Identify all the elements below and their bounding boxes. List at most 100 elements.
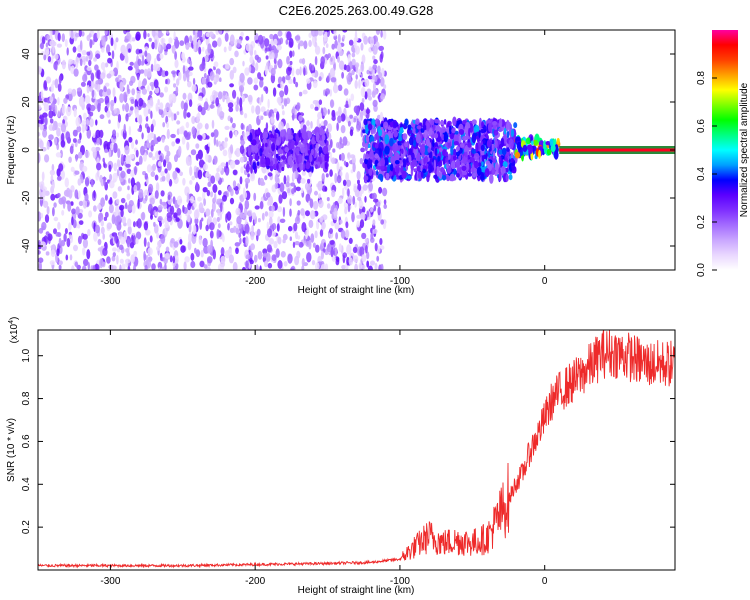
spectrogram-cell (308, 239, 312, 250)
spectrogram-cell (467, 142, 472, 148)
spectrogram-cell (347, 188, 350, 197)
spectrogram-cell (265, 157, 271, 167)
spectrogram-cell (433, 132, 439, 139)
spectrogram-cell (165, 246, 170, 253)
spectrogram-cell (173, 31, 176, 40)
spectrogram-cell (240, 31, 244, 37)
spectrogram-cell (183, 102, 188, 112)
spectrogram-cell (286, 56, 290, 65)
spectrogram-cell (87, 229, 91, 237)
spectrogram-cell (363, 175, 369, 181)
spectrogram-cell (125, 113, 129, 122)
spectrogram-cell (244, 67, 250, 76)
spectrogram-cell (185, 121, 190, 129)
spectrogram-cell (191, 234, 197, 245)
spectrogram-cell (86, 51, 91, 56)
spectrogram-cell (128, 136, 133, 143)
spectrogram-cell (438, 170, 443, 180)
spectrogram-cell (43, 200, 49, 208)
spectrogram-cell (199, 63, 205, 72)
spectrogram-cell (392, 167, 395, 177)
spectrogram-cell (274, 173, 279, 183)
spectrogram-cell (194, 247, 197, 254)
spectrogram-cell (374, 153, 379, 159)
spectrogram-cell (229, 70, 234, 80)
spectrogram-cell (345, 221, 349, 229)
spectrogram-cell (505, 173, 509, 182)
spectrogram-cell (351, 212, 355, 223)
spectrogram-cell (72, 46, 77, 53)
spectrogram-cell (238, 232, 242, 238)
spectrogram-cell (58, 264, 62, 270)
spectrogram-cell (244, 199, 250, 210)
spectrogram-cell (389, 165, 393, 171)
spectrogram-cell (153, 221, 156, 227)
spectrogram-cell (83, 112, 87, 121)
spectrogram-cell (259, 147, 263, 157)
spectrogram-cell (522, 144, 528, 152)
spectrogram-cell (323, 119, 328, 127)
spectrogram-cell (151, 30, 156, 37)
spectrogram-cell (182, 205, 185, 213)
spectrogram-cell (38, 119, 44, 124)
spectrogram-cell (348, 39, 354, 46)
spectrogram-cell (351, 64, 356, 70)
spectrogram-cell (38, 65, 42, 75)
spectrogram-cell (46, 34, 50, 40)
spectrogram-cell (471, 172, 477, 178)
spectrogram-cell (271, 113, 275, 119)
spectrogram-cell (163, 159, 167, 168)
spectrogram-cell (260, 157, 266, 165)
spectrogram-cell (135, 139, 138, 145)
spectrogram-cell (342, 254, 346, 264)
spectrogram-cell (345, 172, 349, 182)
spectrogram-cell (311, 260, 316, 266)
spectrogram-cell (322, 145, 329, 155)
spectrogram-cell (396, 163, 400, 174)
spectrogram-cell (56, 248, 60, 257)
spectrogram-cell (60, 123, 67, 133)
y-tick-label: 0.6 (21, 434, 32, 448)
spectrogram-cell (283, 261, 288, 267)
spectrogram-cell (198, 235, 202, 245)
spectrogram-cell (116, 254, 119, 265)
spectrogram-cell (145, 229, 151, 236)
spectrogram-cell (77, 190, 81, 199)
spectrogram-cell (73, 68, 79, 77)
spectrogram-cell (298, 241, 304, 248)
spectrogram-cell (366, 251, 370, 260)
spectrogram-cell (298, 129, 301, 138)
spectrogram-cell (318, 99, 323, 105)
spectrogram-cell (350, 169, 354, 174)
spectrogram-cell (51, 180, 55, 190)
spectrogram-cell (531, 140, 534, 146)
spectrogram-cell (44, 154, 50, 163)
spectrogram-cell (84, 193, 89, 202)
spectrogram-cell (121, 216, 127, 224)
spectrogram-cell (379, 111, 384, 122)
spectrogram-cell (57, 32, 61, 42)
spectrogram-cell (166, 30, 170, 35)
spectrogram-cell (194, 217, 199, 225)
spectrogram-cell (270, 73, 276, 84)
spectrogram-cell (279, 182, 285, 193)
spectrogram-cell (426, 174, 430, 183)
spectrogram-cell (128, 200, 134, 207)
spectrogram-cell (432, 138, 435, 147)
spectrogram-cell (79, 40, 83, 51)
spectrogram-cell (292, 106, 296, 116)
spectrogram-cell (267, 262, 273, 269)
spectrogram-cell (99, 114, 105, 120)
spectrogram-cell (491, 143, 495, 151)
spectrogram-cell (135, 31, 141, 41)
spectrogram-cell (351, 58, 356, 66)
spectrogram-cell (364, 141, 368, 152)
spectrogram-cell (71, 208, 76, 215)
spectrogram-cell (207, 142, 211, 147)
spectrogram-cell (383, 121, 389, 130)
spectrogram-cell (170, 238, 175, 244)
spectrogram-cell (257, 34, 264, 45)
spectrogram-cell (324, 31, 328, 37)
spectrogram-cell (323, 89, 326, 96)
spectrogram-cell (54, 78, 59, 89)
